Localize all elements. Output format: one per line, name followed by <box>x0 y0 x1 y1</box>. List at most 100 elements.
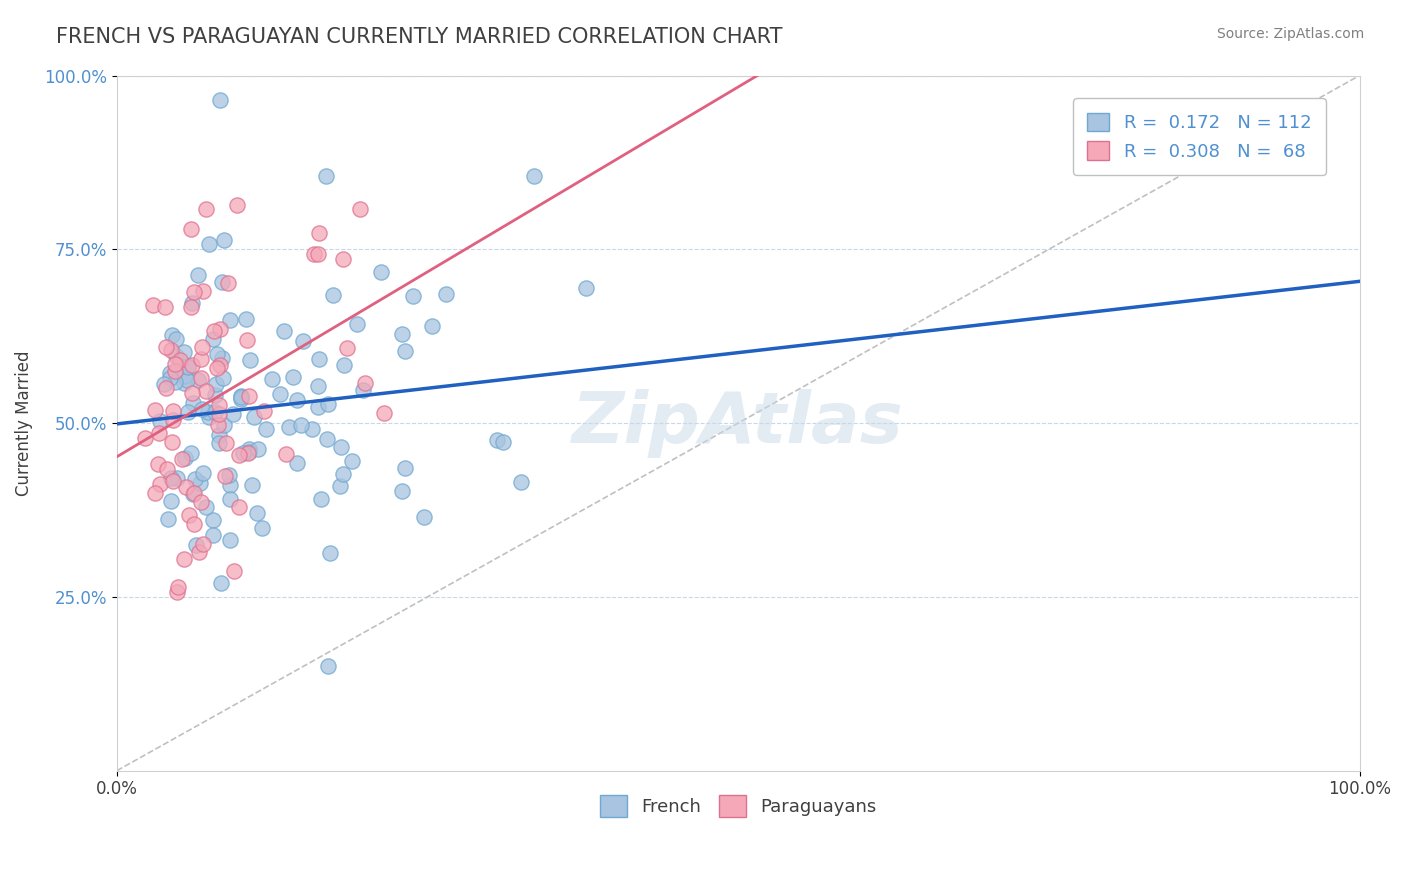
Point <box>180 446 202 460</box>
Point <box>173 551 195 566</box>
Point <box>191 340 214 354</box>
Point <box>315 169 337 184</box>
Point <box>165 332 187 346</box>
Point <box>229 392 252 406</box>
Point <box>308 226 330 240</box>
Point <box>202 324 225 338</box>
Point <box>329 440 352 454</box>
Point <box>219 492 242 507</box>
Point <box>188 544 211 558</box>
Point <box>509 475 531 489</box>
Point <box>165 375 187 389</box>
Point <box>166 471 188 485</box>
Point <box>181 359 204 373</box>
Point <box>162 328 184 343</box>
Point <box>412 509 434 524</box>
Point <box>159 493 181 508</box>
Point <box>281 370 304 384</box>
Point <box>149 477 172 491</box>
Point <box>209 93 232 107</box>
Point <box>212 233 235 247</box>
Point <box>205 377 228 392</box>
Point <box>211 371 233 385</box>
Point <box>208 428 231 442</box>
Point <box>394 461 416 475</box>
Point <box>211 275 233 289</box>
Point <box>191 284 214 298</box>
Point <box>205 346 228 360</box>
Point <box>173 376 195 391</box>
Point <box>166 585 188 599</box>
Point <box>329 478 352 492</box>
Point <box>177 360 200 375</box>
Point <box>177 359 200 373</box>
Point <box>153 300 176 314</box>
Point <box>183 285 205 300</box>
Point <box>173 451 195 466</box>
Point <box>181 486 204 500</box>
Point <box>214 418 236 433</box>
Point <box>354 376 377 390</box>
Point <box>292 334 315 348</box>
Point <box>190 371 212 385</box>
Point <box>209 575 232 590</box>
Point <box>198 410 221 425</box>
Point <box>142 298 165 312</box>
Point <box>316 397 339 411</box>
Point <box>391 327 413 342</box>
Point <box>190 352 212 367</box>
Point <box>174 480 197 494</box>
Point <box>177 405 200 419</box>
Point <box>177 508 200 522</box>
Point <box>391 484 413 499</box>
Point <box>201 333 224 347</box>
Point <box>214 436 236 450</box>
Point <box>422 319 444 334</box>
Point <box>260 372 283 386</box>
Point <box>180 301 202 315</box>
Point <box>336 341 359 355</box>
Point <box>370 264 392 278</box>
Point <box>307 401 329 415</box>
Point <box>290 417 312 432</box>
Point <box>195 384 218 398</box>
Point <box>219 477 242 491</box>
Point <box>229 390 252 404</box>
Point <box>202 528 225 542</box>
Point <box>232 446 254 460</box>
Point <box>163 363 186 377</box>
Point <box>246 506 269 520</box>
Point <box>176 373 198 387</box>
Point <box>148 426 170 441</box>
Point <box>269 387 291 401</box>
Point <box>209 322 232 336</box>
Point <box>162 475 184 489</box>
Point <box>229 389 252 403</box>
Point <box>173 345 195 359</box>
Point <box>240 477 263 491</box>
Point <box>254 422 277 436</box>
Point <box>170 452 193 467</box>
Point <box>434 287 457 301</box>
Point <box>167 581 190 595</box>
Point <box>191 466 214 480</box>
Point <box>486 433 509 447</box>
Point <box>352 383 374 397</box>
Point <box>159 370 181 384</box>
Point <box>219 533 242 547</box>
Point <box>149 414 172 428</box>
Point <box>208 398 231 412</box>
Point <box>191 401 214 416</box>
Point <box>180 221 202 235</box>
Point <box>322 287 344 301</box>
Y-axis label: Currently Married: Currently Married <box>15 351 32 496</box>
Point <box>188 476 211 491</box>
Point <box>349 202 371 216</box>
Point <box>208 435 231 450</box>
Point <box>492 435 515 450</box>
Point <box>148 457 170 471</box>
Point <box>309 492 332 507</box>
Point <box>333 358 356 372</box>
Point <box>285 456 308 470</box>
Point <box>143 403 166 417</box>
